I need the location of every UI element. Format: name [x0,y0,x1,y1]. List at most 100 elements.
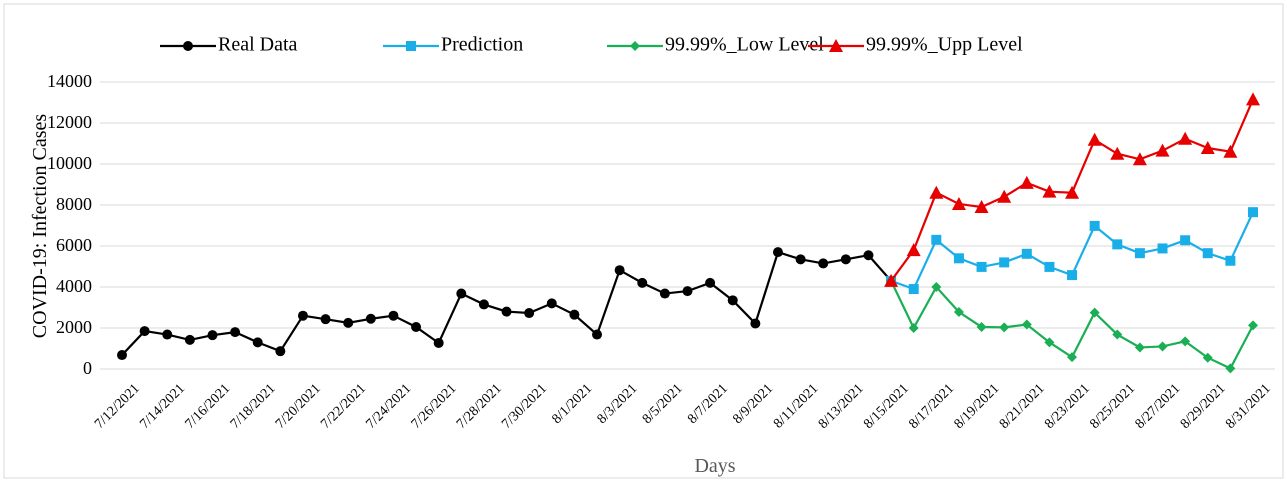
data-point [478,299,489,310]
data-point [997,189,1012,203]
data-point [999,322,1010,333]
data-point [1225,255,1236,266]
y-axis-title: COVID-19: Infection Cases [29,114,51,339]
data-point [908,323,919,333]
y-tick-label: 0 [83,358,92,378]
data-point [953,307,964,318]
legend-marker [829,39,843,52]
data-point [1223,144,1238,158]
data-point [1044,337,1055,348]
data-point [1089,220,1100,231]
data-point [974,200,989,214]
data-point [1200,141,1215,155]
data-point [795,254,806,265]
data-point [1042,184,1057,198]
data-point [1134,248,1145,259]
data-point [1067,270,1078,281]
data-point [592,329,603,340]
data-point [139,326,150,337]
data-point [546,298,557,309]
data-point [1202,352,1213,363]
data-point [1180,235,1191,246]
y-tick-label: 4000 [56,276,92,296]
data-point [976,261,987,272]
data-point [1248,207,1258,218]
data-point [863,250,874,261]
data-point [1065,185,1080,199]
data-point [951,196,966,210]
data-point [727,295,738,306]
y-tick-label: 10000 [47,153,92,173]
x-axis-title: Days [694,455,735,477]
data-point [1067,352,1078,363]
data-point [1180,336,1191,347]
y-tick-label: 12000 [47,112,92,132]
legend-label: 99.99%_Upp Level [866,34,1023,56]
data-point [252,337,263,348]
data-point [320,314,331,325]
data-point [343,317,354,328]
y-tick-label: 14000 [47,71,92,91]
data-point [884,273,899,287]
data-point [275,346,286,357]
data-point [1110,146,1125,160]
legend-label: 99.99%_Low Level [665,34,824,56]
data-point [840,254,851,265]
data-point [1021,319,1032,330]
data-point [929,185,944,199]
y-tick-label: 6000 [56,235,92,255]
data-point [1021,248,1032,259]
data-point [1112,329,1123,340]
data-point [1157,341,1168,352]
data-point [524,308,535,319]
data-point [1089,307,1100,318]
data-point [162,329,173,340]
data-point [772,247,783,258]
data-point [953,253,964,264]
data-point [433,337,444,348]
data-point [1134,342,1145,353]
data-point [976,321,987,332]
data-point [931,282,942,292]
legend-label: Real Data [218,34,298,56]
data-point [207,330,218,341]
y-tick-label: 8000 [56,194,92,214]
data-point [297,310,308,321]
data-point [388,310,399,321]
data-point [682,286,693,297]
data-point [184,334,195,345]
data-point [456,288,467,299]
data-point [906,243,921,257]
data-point [614,265,625,276]
data-point [411,321,422,332]
legend-label: Prediction [441,34,523,56]
data-point [1246,92,1260,106]
data-point [1155,143,1170,157]
data-point [501,306,512,317]
data-point [1019,175,1034,189]
data-point [1087,132,1102,146]
data-point [705,277,716,288]
data-point [117,350,127,361]
data-point [1225,363,1236,374]
legend-marker [630,41,640,51]
data-point [365,313,376,324]
data-point [931,234,942,245]
legend-marker [406,41,416,51]
data-point [1112,239,1123,250]
data-point [999,257,1010,268]
data-point [1157,243,1168,254]
data-point [1248,320,1258,331]
data-point [908,284,919,295]
data-point [1178,131,1193,145]
data-point [1132,152,1147,166]
data-point [1202,248,1213,259]
data-point [637,277,648,288]
data-point [230,327,241,338]
data-point [818,258,829,269]
legend-marker [183,41,193,51]
data-point [569,309,580,320]
data-point [1044,261,1055,272]
y-tick-label: 2000 [56,317,92,337]
